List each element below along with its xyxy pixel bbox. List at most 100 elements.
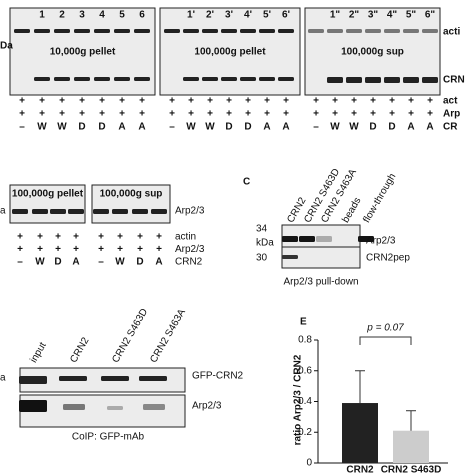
- lane-number: 1": [330, 10, 341, 21]
- band: [282, 255, 298, 259]
- band: [299, 236, 315, 242]
- band-label: GFP-CRN2: [192, 371, 244, 382]
- lane-number: 5: [119, 10, 125, 21]
- lane-number: 1: [39, 10, 45, 21]
- band: [143, 404, 165, 410]
- band: [282, 236, 298, 242]
- band: [240, 29, 256, 33]
- sign: –: [19, 122, 25, 133]
- band: [164, 29, 180, 33]
- band-label: CRN2pep: [366, 253, 410, 264]
- sign: W: [57, 122, 67, 133]
- sign: D: [54, 257, 61, 268]
- sign: +: [207, 109, 213, 120]
- band: [54, 77, 70, 81]
- sign: +: [283, 96, 289, 107]
- sign: +: [156, 232, 162, 243]
- gel: [9, 184, 86, 224]
- sign: +: [139, 109, 145, 120]
- band: [34, 29, 50, 33]
- sign: W: [115, 257, 125, 268]
- band: [327, 77, 343, 83]
- sign: –: [169, 122, 175, 133]
- y-axis-label: ratio Arp2/3 / CRN2: [293, 354, 304, 445]
- sign: A: [263, 122, 270, 133]
- band: [114, 77, 130, 81]
- lane-number: 1': [187, 10, 195, 21]
- lane-label: CRN2 S463A: [148, 307, 188, 365]
- row-label: CR: [443, 122, 458, 133]
- lane-label: CRN2 S463D: [110, 307, 150, 365]
- band: [316, 236, 332, 242]
- sign: +: [245, 96, 251, 107]
- caption: Arp2/3 pull-down: [283, 277, 358, 288]
- sign: D: [225, 122, 232, 133]
- caption: CoIP: GFP-mAb: [72, 432, 145, 443]
- band: [384, 77, 400, 83]
- sign: A: [138, 122, 145, 133]
- band-label: Arp2/3: [175, 206, 205, 217]
- sign: +: [226, 109, 232, 120]
- sign: +: [39, 109, 45, 120]
- lane-number: 5': [263, 10, 271, 21]
- gel-label: 10,000g pellet: [50, 47, 116, 58]
- sign: +: [188, 109, 194, 120]
- lane-label: beads: [340, 196, 363, 225]
- sign: A: [407, 122, 414, 133]
- sign: W: [330, 122, 340, 133]
- row-label: actin: [175, 232, 196, 243]
- sign: D: [136, 257, 143, 268]
- band: [112, 209, 128, 214]
- x-tick-label: CRN2: [346, 465, 374, 474]
- y-tick-label: 0.4: [298, 396, 312, 407]
- sign: +: [207, 96, 213, 107]
- bar: [393, 430, 429, 463]
- sign: +: [351, 109, 357, 120]
- kda-label: a: [0, 206, 6, 217]
- sign: –: [17, 257, 23, 268]
- band: [94, 29, 110, 33]
- lane-number: 6: [139, 10, 145, 21]
- sign: +: [389, 109, 395, 120]
- band: [346, 77, 362, 83]
- band: [403, 77, 419, 83]
- band: [308, 29, 324, 33]
- band: [50, 209, 66, 214]
- band: [221, 29, 237, 33]
- sign: D: [388, 122, 395, 133]
- band: [14, 29, 30, 33]
- band: [139, 376, 167, 381]
- sign: +: [226, 96, 232, 107]
- sign: +: [55, 244, 61, 255]
- lane-number: 2': [206, 10, 214, 21]
- sign: +: [283, 109, 289, 120]
- band: [365, 77, 381, 83]
- sign: +: [156, 244, 162, 255]
- band: [94, 77, 110, 81]
- sign: +: [119, 96, 125, 107]
- panel-letter: C: [243, 177, 250, 188]
- lane-label: CRN2: [68, 335, 91, 364]
- gel-label: 100,000g sup: [100, 189, 163, 200]
- sign: +: [39, 96, 45, 107]
- panel-letter: E: [300, 317, 307, 328]
- band: [240, 77, 256, 81]
- row-label: CRN2: [175, 257, 203, 268]
- band: [384, 29, 400, 33]
- sign: +: [55, 232, 61, 243]
- gel: [91, 184, 171, 224]
- gel-label: 100,000g sup: [341, 47, 404, 58]
- annotation: p = 0.07: [366, 323, 404, 334]
- sign: +: [37, 244, 43, 255]
- sign: W: [349, 122, 359, 133]
- band: [422, 77, 438, 83]
- lane-number: 4': [244, 10, 252, 21]
- kda-label: kDa: [256, 238, 274, 249]
- bar: [342, 403, 378, 463]
- sign: +: [117, 232, 123, 243]
- row-label: act: [443, 96, 458, 107]
- lane-number: 4": [387, 10, 398, 21]
- band-label: Arp2/3: [192, 401, 222, 412]
- sign: A: [118, 122, 125, 133]
- sign: +: [427, 96, 433, 107]
